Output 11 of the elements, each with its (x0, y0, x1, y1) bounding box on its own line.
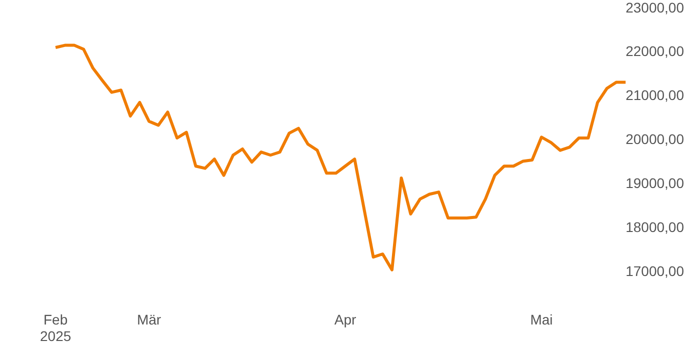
y-tick-label: 18000,00 (626, 218, 684, 235)
x-tick-label: Feb 2025 (40, 311, 72, 344)
x-tick-label: Apr (334, 311, 356, 328)
y-tick-label: 23000,00 (626, 0, 684, 16)
y-tick-label: 21000,00 (626, 87, 684, 104)
x-tick-label: Mai (530, 311, 553, 328)
y-tick-label: 22000,00 (626, 43, 684, 60)
y-tick-label: 17000,00 (626, 262, 684, 279)
y-tick-label: 19000,00 (626, 174, 684, 191)
y-tick-label: 20000,00 (626, 131, 684, 148)
x-tick-label: Mär (136, 311, 162, 328)
